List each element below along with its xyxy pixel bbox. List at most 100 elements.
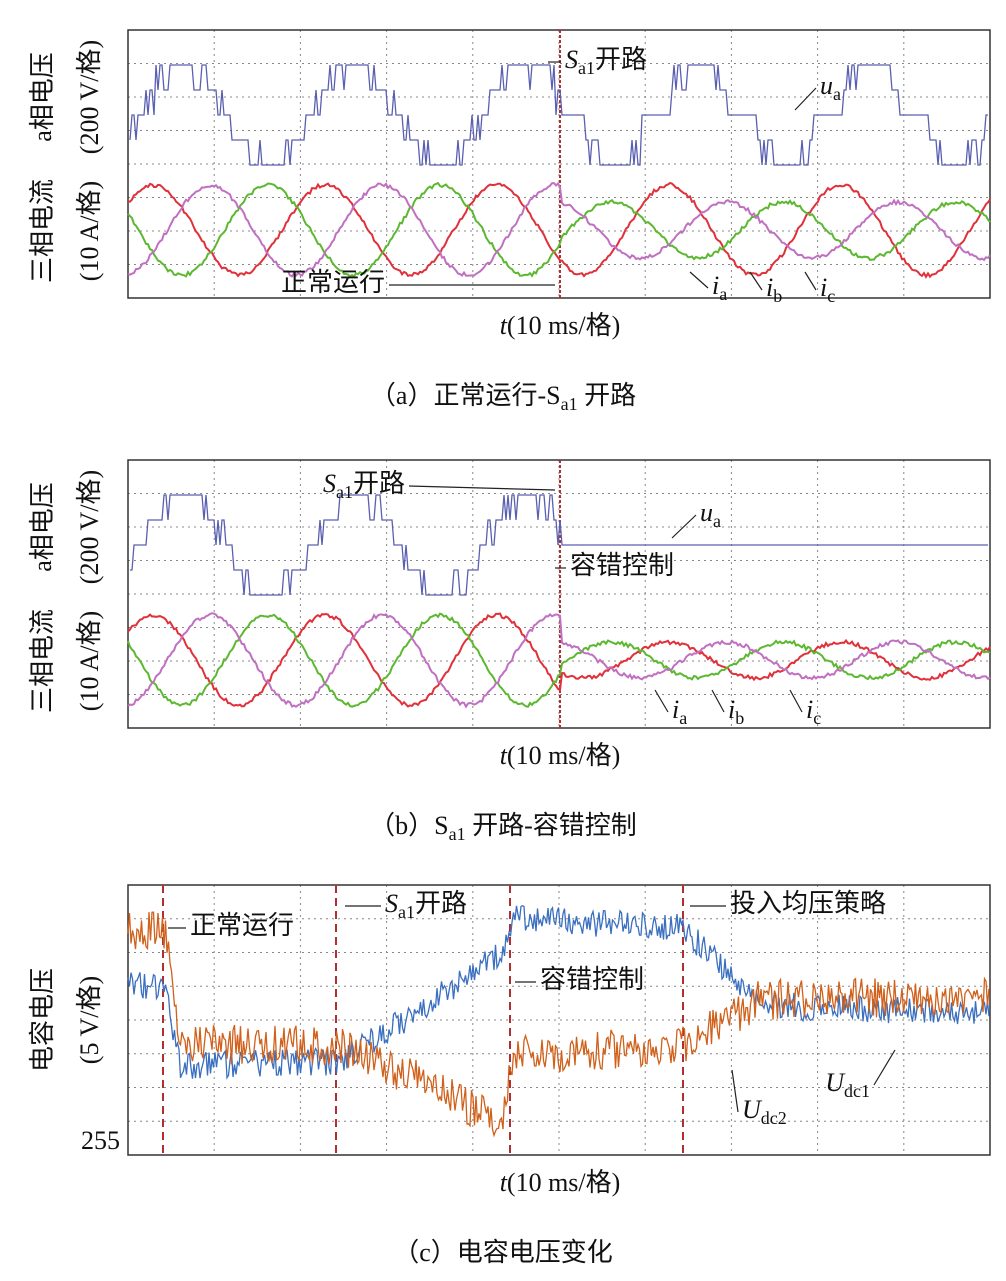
y-axis-label: (5 V/格) [75, 976, 104, 1064]
leader-line [408, 485, 556, 491]
label-text: U [742, 1095, 763, 1124]
leader-line [671, 514, 697, 539]
x-axis-label: t(10 ms/格) [500, 1168, 621, 1197]
leader-line [731, 1069, 739, 1113]
annotation: 容错控制 [570, 551, 674, 580]
annotation: ib [766, 273, 782, 306]
current-wave [127, 181, 991, 278]
y-tick-label: 255 [81, 1126, 120, 1155]
annotation: ia [672, 695, 687, 728]
current-wave [127, 181, 991, 278]
y-axis-label: (10 A/格) [75, 181, 104, 281]
label-after: (10 ms/格) [507, 1168, 620, 1197]
label-text: （a）正常运行-S [370, 381, 561, 410]
annotation: Sa1开路 [385, 889, 467, 922]
current-wave [127, 612, 991, 708]
label-sub: dc1 [844, 1081, 870, 1101]
label-text: 投入均压策略 [730, 889, 886, 918]
label-sub: c [827, 286, 835, 306]
label-text: U [825, 1068, 846, 1097]
label-sub: a1 [578, 58, 595, 78]
annotation: 投入均压策略 [730, 889, 886, 918]
label-text: i [672, 695, 679, 724]
y-axis-label: a相电压 [28, 482, 57, 572]
annotation: ic [806, 695, 821, 728]
annotation: Sa1开路 [565, 45, 647, 78]
y-axis-label: a相电压 [28, 52, 57, 142]
annotation: Udc2 [742, 1095, 787, 1128]
label-text: i [728, 695, 735, 724]
label-after: (10 ms/格) [507, 741, 620, 770]
plot-frame [127, 884, 991, 1156]
y-axis-label: 三相电流 [28, 609, 57, 713]
y-axis-label: (200 V/格) [75, 40, 104, 154]
label-text: S [323, 469, 336, 498]
label-text: 容错控制 [570, 551, 674, 580]
label-sub: b [773, 286, 782, 306]
caption: （a）正常运行-Sa1 开路 [370, 381, 636, 414]
label-sub: a [679, 708, 687, 728]
label-text: t [500, 1168, 508, 1197]
leader-line [804, 271, 817, 291]
leader-line [711, 689, 725, 713]
label-sub: a [713, 511, 721, 531]
label-text: i [806, 695, 813, 724]
annotation: 正常运行 [281, 268, 385, 297]
annotation: 容错控制 [540, 965, 644, 994]
leader-line [654, 689, 669, 713]
current-wave [127, 612, 991, 709]
label-after: 开路 [353, 469, 405, 498]
label-sub: c [813, 708, 821, 728]
annotation: ib [728, 695, 744, 728]
annotation: ia [712, 271, 727, 304]
label-text: 容错控制 [540, 965, 644, 994]
label-after: 开路 [415, 889, 467, 918]
label-text: S [565, 45, 578, 74]
annotation: 正常运行 [190, 911, 294, 940]
label-text: 正常运行 [281, 268, 385, 297]
label-sub: a1 [449, 824, 466, 844]
label-text: t [500, 741, 508, 770]
label-text: u [820, 71, 833, 100]
label-text: i [712, 271, 719, 300]
label-text: i [820, 273, 827, 302]
y-axis-label: (10 A/格) [75, 611, 104, 711]
label-after: 开路 [595, 45, 647, 74]
annotation: Udc1 [825, 1068, 870, 1101]
annotation: ua [700, 498, 721, 531]
annotation: ic [820, 273, 835, 306]
leader-line [789, 689, 803, 713]
y-axis-label: 三相电流 [28, 179, 57, 283]
label-text: t [500, 311, 508, 340]
label-after: (10 ms/格) [507, 311, 620, 340]
label-text: S [385, 889, 398, 918]
leader-line [689, 271, 709, 289]
caption: （c）电容电压变化 [393, 1238, 613, 1267]
leader-line [873, 1049, 896, 1086]
x-axis-label: t(10 ms/格) [500, 311, 621, 340]
leader-line [749, 271, 763, 291]
label-text: i [766, 273, 773, 302]
label-sub: dc2 [761, 1108, 787, 1128]
label-sub: a1 [398, 902, 415, 922]
label-sub: a1 [561, 394, 578, 414]
capacitor-voltage [127, 911, 990, 1138]
caption: （b）Sa1 开路-容错控制 [369, 811, 637, 844]
leader-line [794, 87, 817, 111]
label-text: 正常运行 [190, 911, 294, 940]
label-sub: a1 [336, 482, 353, 502]
label-text: u [700, 498, 713, 527]
label-after: 开路 [578, 381, 637, 410]
label-text: （c）电容电压变化 [393, 1238, 613, 1267]
label-text: （b）S [369, 811, 448, 840]
label-after: 开路-容错控制 [466, 811, 637, 840]
y-axis-label: (200 V/格) [75, 470, 104, 584]
annotation: ua [820, 71, 841, 104]
annotation: Sa1开路 [323, 469, 405, 502]
voltage-wave [130, 494, 988, 596]
current-wave [127, 181, 991, 279]
x-axis-label: t(10 ms/格) [500, 741, 621, 770]
label-sub: b [735, 708, 744, 728]
